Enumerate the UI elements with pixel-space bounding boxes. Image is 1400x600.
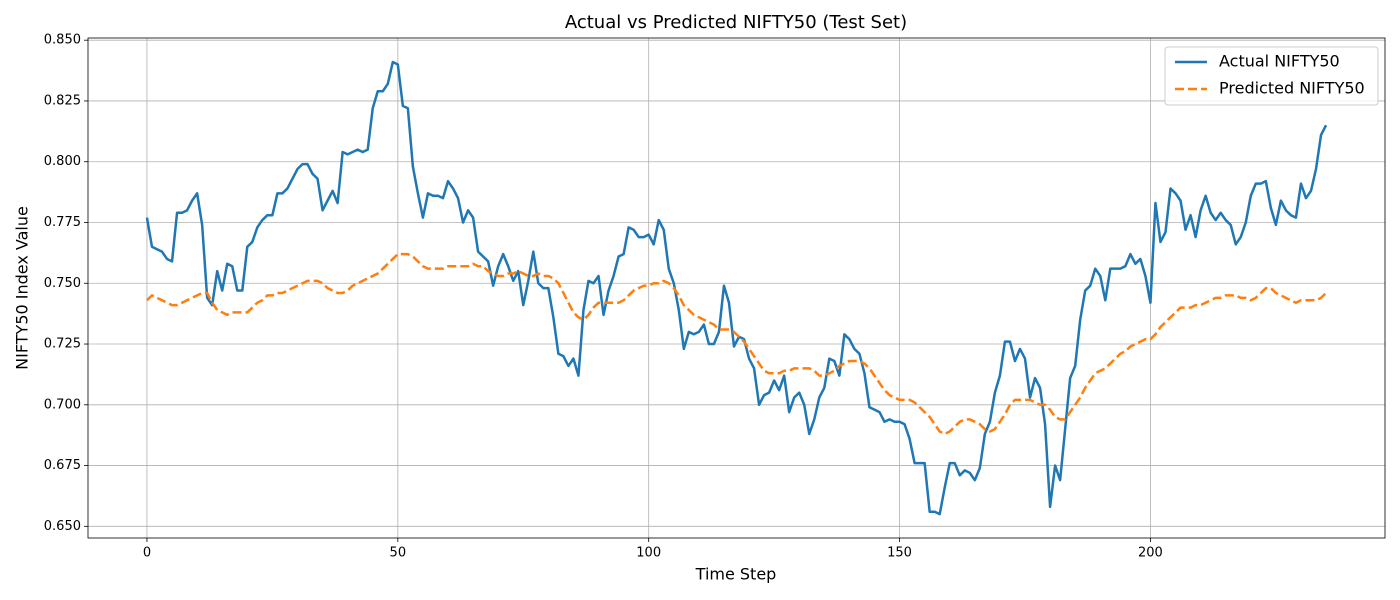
- y-tick-label: 0.800: [44, 154, 81, 169]
- x-tick-label: 100: [636, 546, 661, 561]
- y-tick-label: 0.700: [44, 397, 81, 412]
- y-tick-label: 0.650: [44, 519, 81, 534]
- y-tick-label: 0.750: [44, 276, 81, 291]
- x-tick-label: 0: [143, 546, 151, 561]
- y-tick-label: 0.725: [44, 337, 81, 352]
- y-tick-label: 0.675: [44, 458, 81, 473]
- plot-frame: [87, 37, 1386, 539]
- x-tick-label: 200: [1138, 546, 1163, 561]
- legend-label: Predicted NIFTY50: [1219, 79, 1365, 98]
- legend-box: [1164, 46, 1379, 106]
- y-tick-label: 0.775: [44, 215, 81, 230]
- y-tick-label: 0.825: [44, 93, 81, 108]
- x-axis-label: Time Step: [695, 565, 777, 584]
- data-line: [146, 252, 1327, 436]
- chart-title: Actual vs Predicted NIFTY50 (Test Set): [565, 12, 907, 33]
- data-line: [145, 60, 1328, 516]
- y-tick-label: 0.850: [44, 33, 81, 48]
- y-axis-label: NIFTY50 Index Value: [13, 206, 32, 370]
- legend: Actual NIFTY50 Predicted NIFTY50: [1164, 46, 1379, 106]
- x-tick-label: 50: [390, 546, 407, 561]
- legend-label: Actual NIFTY50: [1219, 52, 1340, 71]
- x-tick-label: 150: [887, 546, 912, 561]
